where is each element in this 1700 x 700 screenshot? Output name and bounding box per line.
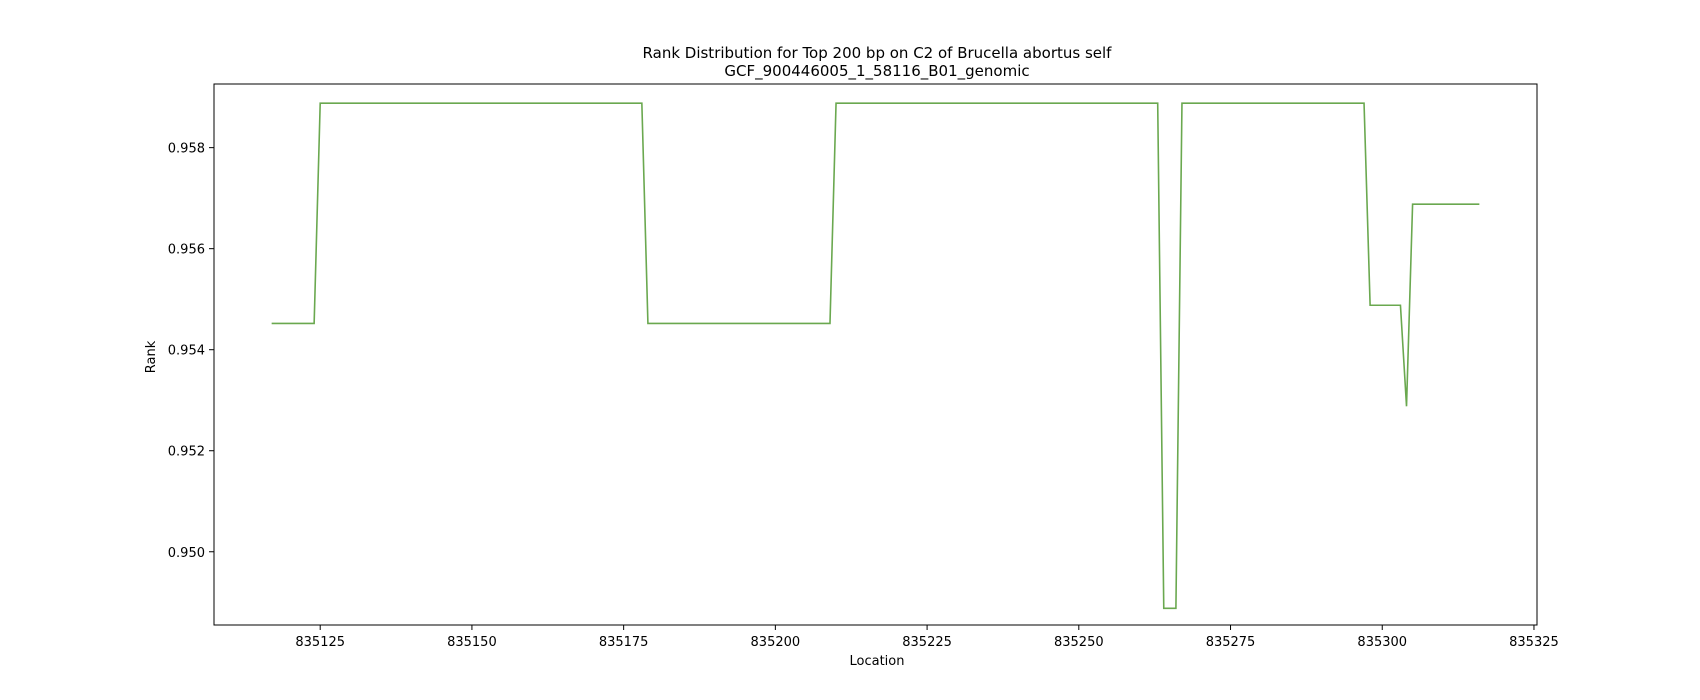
series-line-0 <box>271 102 1480 610</box>
x-tick-label: 835175 <box>599 635 649 650</box>
x-axis-label: Location <box>850 654 905 669</box>
x-tick-label: 835325 <box>1509 635 1559 650</box>
y-axis: 0.950 0.952 0.954 0.956 0.958 <box>168 142 214 561</box>
plot-area <box>213 83 1538 626</box>
x-tick-label: 835225 <box>902 635 952 650</box>
y-tick-label: 0.956 <box>168 243 205 258</box>
plot-frame <box>213 83 1538 626</box>
x-tick-label: 835275 <box>1206 635 1256 650</box>
y-tick-label: 0.950 <box>168 546 205 561</box>
x-tick-label: 835125 <box>295 635 345 650</box>
x-tick-label: 835200 <box>751 635 801 650</box>
x-tick-label: 835250 <box>1054 635 1104 650</box>
y-tick-label: 0.952 <box>168 445 205 460</box>
chart-subtitle: GCF_900446005_1_58116_B01_genomic <box>724 62 1029 81</box>
y-tick-label: 0.954 <box>168 344 205 359</box>
y-tick-label: 0.958 <box>168 142 205 157</box>
y-axis-label: Rank <box>144 340 159 373</box>
chart-title: Rank Distribution for Top 200 bp on C2 o… <box>643 44 1113 62</box>
x-tick-label: 835300 <box>1357 635 1407 650</box>
x-axis: 835125 835150 835175 835200 835225 835250 8352… <box>295 625 1559 650</box>
x-tick-label: 835150 <box>447 635 497 650</box>
